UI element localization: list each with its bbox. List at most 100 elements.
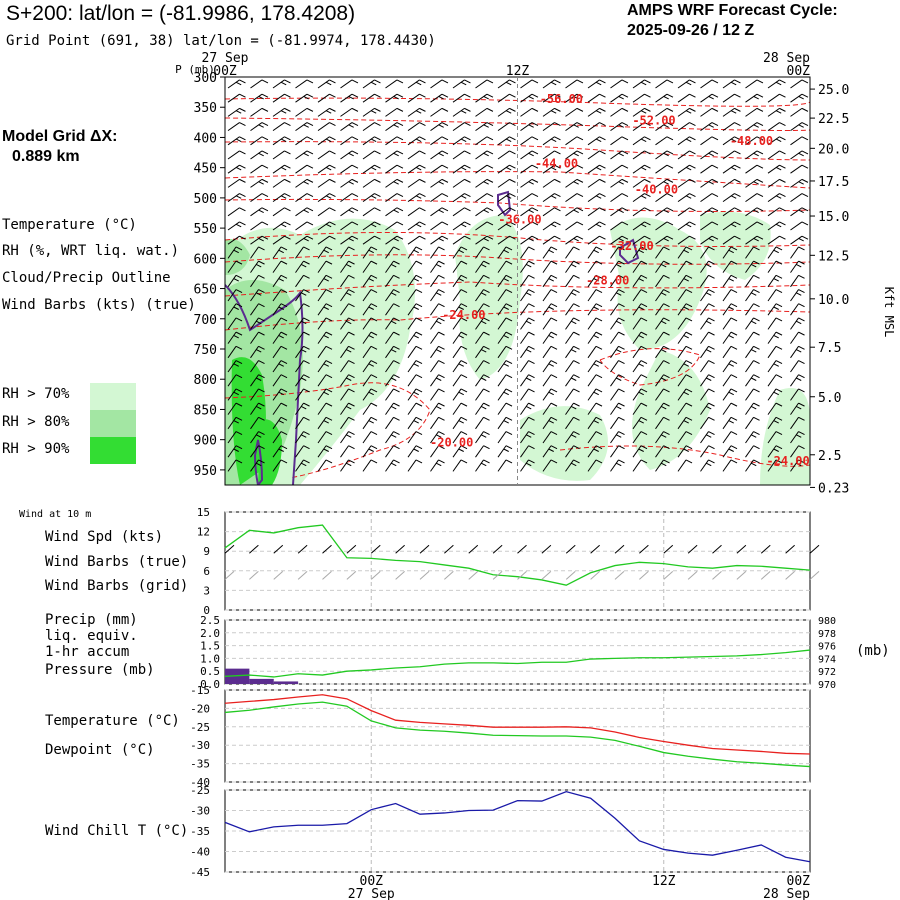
rh80-swatch (90, 410, 136, 437)
wind-barb-flag (753, 345, 760, 350)
wind-barb (745, 303, 754, 316)
cloud-outline-2 (497, 190, 512, 217)
wind-barb-flag-2 (325, 167, 332, 171)
wind-barb-flag (419, 221, 426, 226)
wind-barb (745, 246, 754, 259)
wind-barb-flag (325, 416, 333, 421)
wind-barb-flag (303, 431, 310, 435)
wind-barb-flag-2 (391, 263, 397, 268)
wind-barb-flag-2 (730, 110, 737, 114)
wind-barb-flag (239, 178, 246, 183)
wind-barb-flag-2 (278, 420, 284, 424)
wind-barb (745, 207, 758, 217)
wind-barb-flag (753, 431, 760, 435)
wind-barb-flag (393, 345, 400, 350)
wind-barb-flag-2 (258, 96, 264, 100)
surface-wind-barb (517, 544, 527, 554)
wind-barb (497, 93, 510, 103)
wind-barb-flag-2 (370, 81, 377, 86)
wind-barb (677, 122, 690, 132)
wind-barb-flag-2 (528, 209, 534, 214)
wind-barb-flag (464, 150, 471, 155)
wind-barb-flag (483, 317, 490, 322)
wind-barb-flag (528, 260, 535, 265)
wind-barb-flag (550, 416, 558, 421)
wind-barb-flag (348, 360, 355, 364)
wind-barb (610, 459, 619, 472)
temperature-contour-label: -24.00 (766, 454, 809, 468)
wind-barb (385, 150, 398, 160)
wind-barb (542, 388, 552, 401)
wind-barb-flag-2 (661, 292, 667, 296)
wind-barb-flag (351, 79, 359, 84)
wind-barb-flag (261, 79, 269, 84)
wind-barb-flag-2 (323, 249, 329, 254)
wind-barb-flag (415, 274, 423, 279)
wind-barb (317, 260, 327, 273)
wind-barb-flag (640, 445, 648, 450)
wind-barb-flag (303, 360, 310, 364)
wind-barb (565, 417, 574, 430)
wind-barb-flag (438, 345, 445, 350)
wind-barb (632, 207, 645, 217)
wind-barb (565, 164, 578, 174)
wind-barb-flag-2 (503, 448, 509, 452)
wind-barb (542, 164, 555, 174)
wind-barb-flag (415, 260, 423, 265)
wind-barb-flag (415, 402, 423, 407)
wind-barb-flag-2 (638, 334, 644, 339)
wind-barb (340, 459, 349, 472)
wind-barb (565, 275, 574, 288)
wind-barb-flag (730, 274, 738, 279)
wind-barb (587, 93, 600, 103)
wind-barb-flag (689, 164, 696, 169)
grid-wind-barb (492, 570, 503, 580)
surface-wind-barb (541, 544, 552, 554)
wind-barb-flag (550, 374, 558, 379)
wind-barb (497, 402, 507, 415)
wind-barb-flag-2 (728, 334, 734, 339)
wind-barb-flag (441, 136, 449, 141)
wind-barb-flag (464, 93, 471, 98)
wind-barb-flag (708, 388, 715, 393)
wind-barb-flag (374, 107, 381, 112)
grid-wind-barb (590, 570, 600, 580)
wind-barb (272, 402, 282, 415)
wind-barb-flag (486, 178, 494, 183)
wind-barb-flag (798, 416, 805, 421)
wind-barb-flag (753, 289, 760, 293)
wind-barb-flag (528, 360, 535, 364)
wind-barb (250, 417, 259, 430)
height-tick-label: 12.5 (818, 249, 849, 264)
wind-barb-flag (419, 150, 426, 155)
wind-barb-flag (528, 246, 535, 251)
wind-barb-flag-2 (593, 249, 599, 254)
wind-barb (610, 331, 619, 344)
wind-barb (475, 193, 488, 203)
wind-barb-flag-2 (571, 462, 577, 467)
wind-barb (497, 445, 507, 458)
wind-barb (767, 374, 777, 387)
wind-barb-flag-2 (683, 334, 689, 339)
top-date-label: 28 Sep (763, 51, 810, 66)
wind-barb-flag (554, 79, 561, 84)
wind-barb (385, 246, 394, 259)
wind-barb (542, 331, 552, 344)
wind-barb-flag (730, 360, 738, 364)
wind-barb (340, 374, 349, 387)
grid-wind-barb (468, 570, 479, 580)
wind-barb-flag (621, 235, 629, 240)
wind-barb-flag-2 (458, 448, 464, 452)
wind-barb-flag (779, 193, 786, 198)
top-time-label: 00Z (787, 64, 811, 79)
wind-barb (272, 235, 285, 245)
wind-barb-flag (306, 122, 314, 127)
wind-barb (700, 346, 709, 359)
wind-barb-flag-2 (728, 448, 734, 452)
wind-barb-flag-2 (753, 124, 759, 128)
wind-barb-flag-2 (413, 448, 419, 452)
wind-barb-flag (483, 246, 490, 251)
wind-barb-flag (261, 93, 269, 98)
wind-barb-flag (734, 221, 741, 226)
wind-barb-flag (329, 122, 336, 127)
